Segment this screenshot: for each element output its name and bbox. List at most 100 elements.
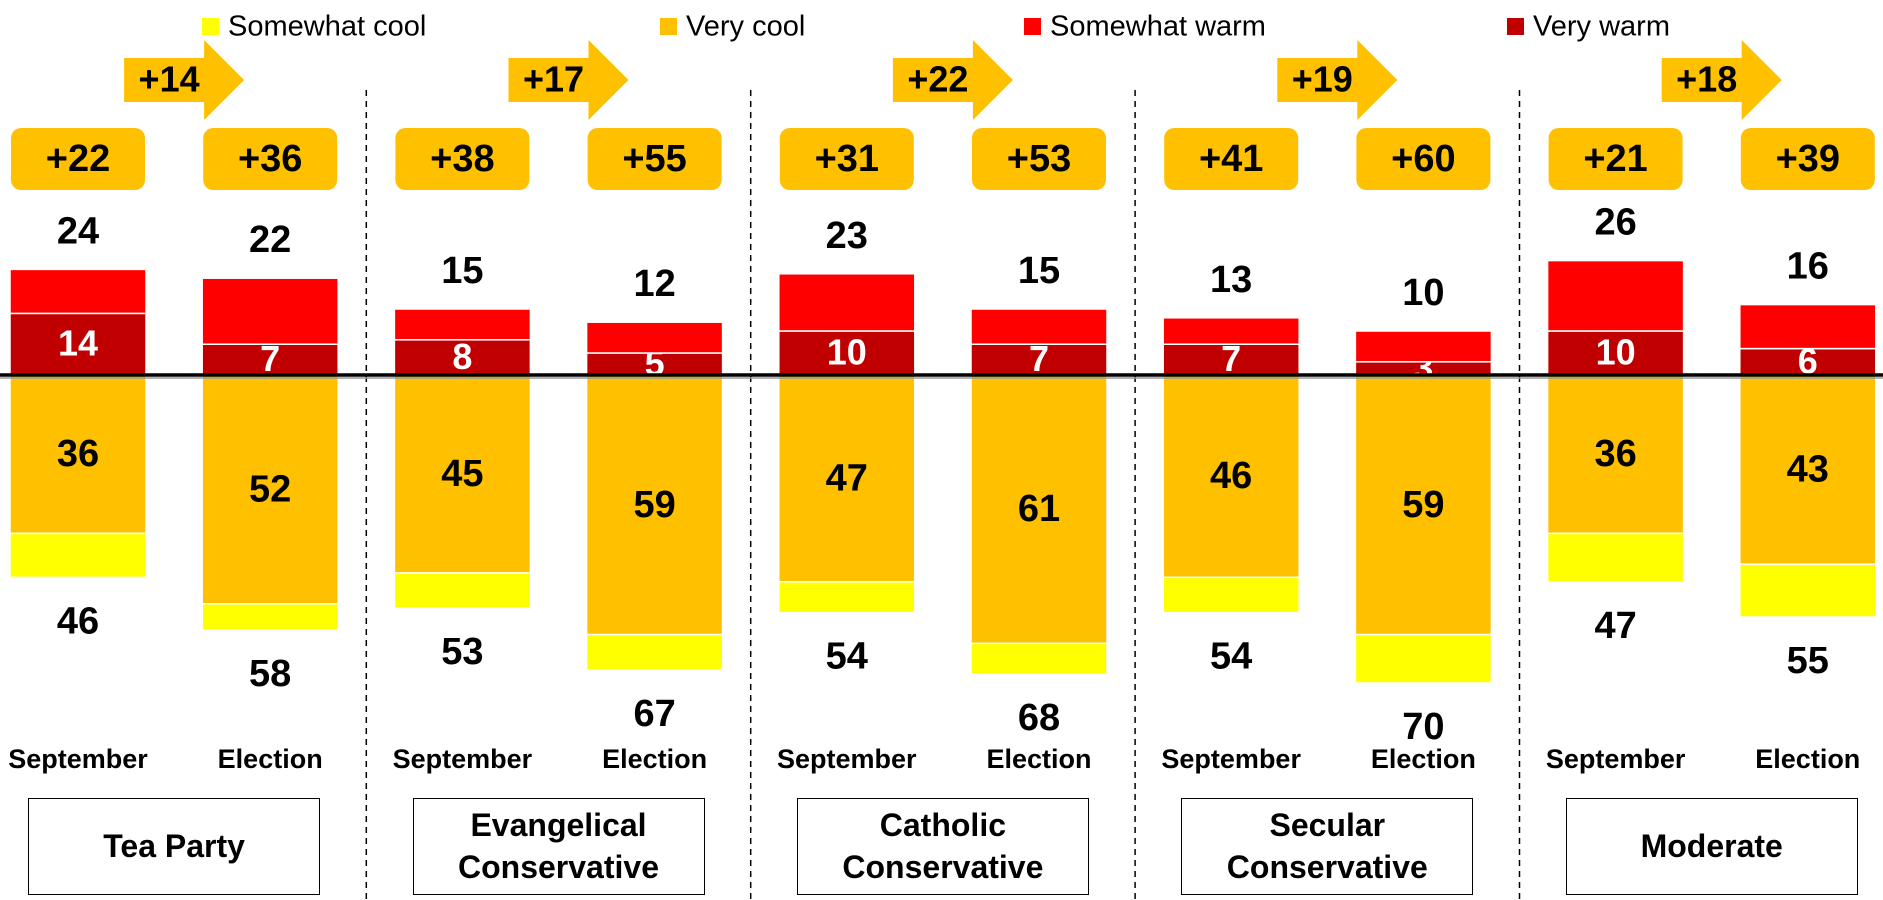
warm-total-label: 23 — [826, 215, 868, 257]
group-label: Moderate — [1565, 798, 1858, 895]
x-tick-label: Election — [1371, 744, 1476, 774]
net-label: +21 — [1583, 138, 1647, 180]
warm-total-label: 10 — [1402, 272, 1444, 314]
warm-total-label: 26 — [1594, 202, 1636, 244]
bar-segment — [1162, 374, 1300, 579]
net-label: +41 — [1199, 138, 1263, 180]
bar-segment — [970, 308, 1108, 345]
bar-segment — [1739, 303, 1877, 350]
cool-total-label: 53 — [441, 631, 483, 673]
legend-label: Somewhat cool — [228, 11, 426, 43]
change-label: +17 — [523, 59, 584, 100]
segment-label: 36 — [57, 433, 99, 475]
change-arrow — [1661, 40, 1782, 120]
change-label: +22 — [907, 59, 968, 100]
bar-segment — [1354, 633, 1493, 684]
bar-segment — [9, 268, 147, 315]
group-label: Catholic Conservative — [796, 798, 1089, 895]
net-label: +22 — [46, 138, 110, 180]
cool-total-label: 67 — [633, 693, 675, 735]
x-tick-label: Election — [986, 744, 1091, 774]
net-box — [1356, 128, 1491, 190]
x-tick-label: September — [1161, 744, 1301, 774]
bar-segment — [9, 374, 147, 535]
bar-segment — [1739, 563, 1877, 618]
net-box — [395, 128, 530, 190]
change-label: +18 — [1676, 59, 1737, 100]
change-arrow — [1277, 40, 1398, 120]
bar-segment — [1546, 259, 1685, 332]
change-arrow — [124, 40, 245, 120]
net-label: +36 — [238, 138, 302, 180]
group-label: Evangelical Conservative — [412, 798, 705, 895]
segment-label: 7 — [1029, 338, 1049, 379]
net-box — [1548, 128, 1683, 190]
group-label: Secular Conservative — [1181, 798, 1474, 895]
bar-segment — [778, 581, 916, 614]
bar-segment — [393, 572, 532, 609]
net-label: +31 — [815, 138, 879, 180]
bar-segment — [1162, 343, 1300, 376]
bar-segment — [1354, 330, 1493, 363]
segment-label: 43 — [1787, 449, 1829, 491]
x-tick-label: September — [777, 744, 917, 774]
net-label: +38 — [430, 138, 494, 180]
warm-total-label: 12 — [633, 263, 675, 305]
bar-segment — [1162, 317, 1300, 345]
bar-segment — [1546, 532, 1685, 583]
bar-segment — [585, 321, 724, 354]
segment-label: 59 — [633, 484, 675, 526]
legend-swatch — [1507, 18, 1524, 35]
warm-total-label: 15 — [1018, 250, 1060, 292]
bar-segment — [9, 532, 147, 579]
bar-segment — [778, 374, 916, 583]
warm-total-label: 16 — [1787, 246, 1829, 288]
warm-total-label: 15 — [441, 250, 483, 292]
net-box — [587, 128, 722, 190]
segment-label: 14 — [58, 323, 98, 364]
segment-label: 59 — [1402, 484, 1444, 526]
net-box — [972, 128, 1106, 190]
cool-total-label: 54 — [1210, 636, 1252, 678]
bar-segment — [970, 642, 1108, 675]
bar-segment — [201, 343, 339, 376]
bar-segment — [778, 273, 916, 332]
bar-segment — [201, 603, 339, 631]
cool-total-label: 55 — [1787, 640, 1829, 682]
cool-total-label: 70 — [1402, 706, 1444, 748]
segment-label: 36 — [1594, 433, 1636, 475]
cool-total-label: 46 — [57, 600, 99, 642]
bar-segment — [1739, 347, 1877, 376]
segment-label: 47 — [826, 457, 868, 499]
x-tick-label: Election — [602, 744, 707, 774]
x-tick-label: September — [393, 744, 533, 774]
segment-label: 61 — [1018, 488, 1060, 530]
cool-total-label: 58 — [249, 653, 291, 695]
segment-label: 10 — [827, 332, 867, 373]
bar-segment — [1739, 374, 1877, 565]
warm-total-label: 22 — [249, 219, 291, 261]
cool-total-label: 54 — [826, 636, 868, 678]
change-arrow — [892, 40, 1013, 120]
warm-total-label: 24 — [57, 210, 99, 252]
legend-swatch — [202, 18, 219, 35]
net-box — [11, 128, 145, 190]
segment-label: 10 — [1596, 332, 1636, 373]
x-tick-label: Election — [1755, 744, 1860, 774]
bar-segment — [1162, 576, 1300, 614]
legend-label: Somewhat warm — [1050, 11, 1266, 43]
bar-segment — [585, 633, 724, 671]
net-label: +39 — [1776, 138, 1840, 180]
net-label: +53 — [1007, 138, 1071, 180]
net-box — [203, 128, 338, 190]
net-box — [1740, 128, 1875, 190]
bar-segment — [585, 374, 724, 636]
legend-label: Very cool — [686, 11, 805, 43]
bar-segment — [970, 374, 1108, 645]
net-box — [779, 128, 914, 190]
x-tick-label: September — [8, 744, 148, 774]
net-box — [1164, 128, 1299, 190]
segment-label: 7 — [1221, 338, 1241, 379]
group-label: Tea Party — [28, 798, 321, 895]
